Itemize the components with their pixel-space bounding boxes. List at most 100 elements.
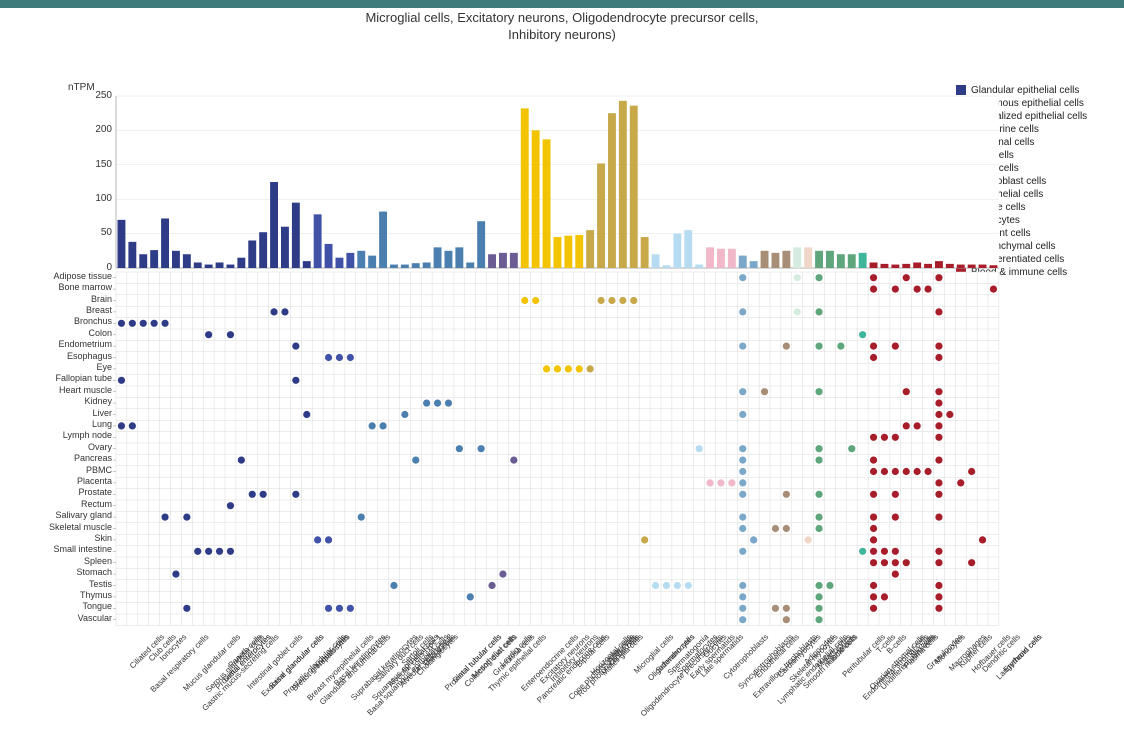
tissue-dot[interactable]: [129, 422, 136, 429]
tissue-dot[interactable]: [608, 297, 615, 304]
tissue-dot[interactable]: [783, 490, 790, 497]
bar[interactable]: [728, 249, 736, 268]
tissue-dot[interactable]: [292, 342, 299, 349]
tissue-dot[interactable]: [870, 342, 877, 349]
tissue-dot[interactable]: [118, 319, 125, 326]
tissue-dot[interactable]: [892, 433, 899, 440]
tissue-dot[interactable]: [859, 331, 866, 338]
tissue-dot[interactable]: [227, 502, 234, 509]
tissue-dot[interactable]: [238, 456, 245, 463]
tissue-dot[interactable]: [412, 456, 419, 463]
tissue-dot[interactable]: [728, 479, 735, 486]
bar[interactable]: [412, 263, 420, 268]
tissue-dot[interactable]: [870, 547, 877, 554]
bar[interactable]: [739, 255, 747, 267]
bar[interactable]: [815, 251, 823, 268]
tissue-dot[interactable]: [456, 445, 463, 452]
tissue-dot[interactable]: [815, 445, 822, 452]
tissue-dot[interactable]: [870, 604, 877, 611]
tissue-dot[interactable]: [554, 365, 561, 372]
tissue-dot[interactable]: [739, 582, 746, 589]
tissue-dot[interactable]: [325, 604, 332, 611]
bar[interactable]: [608, 113, 616, 268]
tissue-dot[interactable]: [663, 582, 670, 589]
tissue-dot[interactable]: [815, 388, 822, 395]
tissue-dot[interactable]: [794, 308, 801, 315]
tissue-dot[interactable]: [881, 547, 888, 554]
bar[interactable]: [619, 101, 627, 268]
tissue-dot[interactable]: [870, 593, 877, 600]
tissue-dot[interactable]: [521, 297, 528, 304]
bar[interactable]: [346, 253, 354, 268]
bar[interactable]: [205, 264, 213, 267]
tissue-dot[interactable]: [445, 399, 452, 406]
tissue-dot[interactable]: [815, 342, 822, 349]
bar[interactable]: [139, 254, 147, 268]
bar[interactable]: [564, 235, 572, 267]
tissue-dot[interactable]: [739, 456, 746, 463]
bar[interactable]: [314, 214, 322, 268]
tissue-dot[interactable]: [358, 513, 365, 520]
tissue-dot[interactable]: [761, 388, 768, 395]
tissue-dot[interactable]: [815, 582, 822, 589]
bar[interactable]: [772, 253, 780, 268]
tissue-dot[interactable]: [990, 285, 997, 292]
tissue-dot[interactable]: [739, 513, 746, 520]
tissue-dot[interactable]: [881, 559, 888, 566]
tissue-dot[interactable]: [739, 342, 746, 349]
tissue-dot[interactable]: [499, 570, 506, 577]
tissue-dot[interactable]: [815, 616, 822, 623]
tissue-dot[interactable]: [903, 274, 910, 281]
tissue-dot[interactable]: [619, 297, 626, 304]
bar[interactable]: [292, 202, 300, 267]
tissue-dot[interactable]: [151, 319, 158, 326]
tissue-dot[interactable]: [935, 593, 942, 600]
bar[interactable]: [924, 264, 932, 268]
tissue-dot[interactable]: [369, 422, 376, 429]
tissue-dot[interactable]: [674, 582, 681, 589]
tissue-dot[interactable]: [837, 342, 844, 349]
tissue-dot[interactable]: [379, 422, 386, 429]
tissue-dot[interactable]: [881, 593, 888, 600]
tissue-dot[interactable]: [968, 559, 975, 566]
tissue-dot[interactable]: [347, 354, 354, 361]
tissue-dot[interactable]: [717, 479, 724, 486]
bar[interactable]: [782, 251, 790, 268]
bar[interactable]: [227, 264, 235, 267]
bar[interactable]: [194, 262, 202, 268]
bar[interactable]: [968, 264, 976, 267]
tissue-dot[interactable]: [739, 479, 746, 486]
bar[interactable]: [891, 264, 899, 267]
bar[interactable]: [118, 220, 126, 268]
bar[interactable]: [172, 251, 180, 268]
tissue-dot[interactable]: [739, 468, 746, 475]
tissue-dot[interactable]: [467, 593, 474, 600]
tissue-dot[interactable]: [881, 433, 888, 440]
tissue-dot[interactable]: [478, 445, 485, 452]
tissue-dot[interactable]: [739, 308, 746, 315]
tissue-dot[interactable]: [739, 411, 746, 418]
tissue-dot[interactable]: [347, 604, 354, 611]
tissue-dot[interactable]: [935, 479, 942, 486]
tissue-dot[interactable]: [129, 319, 136, 326]
bar[interactable]: [248, 240, 256, 268]
tissue-dot[interactable]: [118, 376, 125, 383]
bar[interactable]: [259, 232, 267, 268]
tissue-dot[interactable]: [739, 593, 746, 600]
tissue-dot[interactable]: [739, 274, 746, 281]
tissue-dot[interactable]: [935, 433, 942, 440]
bar[interactable]: [902, 264, 910, 268]
tissue-dot[interactable]: [565, 365, 572, 372]
bar[interactable]: [357, 251, 365, 268]
tissue-dot[interactable]: [968, 468, 975, 475]
tissue-dot[interactable]: [783, 604, 790, 611]
tissue-dot[interactable]: [892, 559, 899, 566]
tissue-dot[interactable]: [946, 411, 953, 418]
tissue-dot[interactable]: [870, 456, 877, 463]
tissue-dot[interactable]: [892, 468, 899, 475]
tissue-dot[interactable]: [870, 490, 877, 497]
tissue-dot[interactable]: [783, 525, 790, 532]
tissue-dot[interactable]: [772, 604, 779, 611]
tissue-dot[interactable]: [892, 490, 899, 497]
bar[interactable]: [586, 230, 594, 268]
